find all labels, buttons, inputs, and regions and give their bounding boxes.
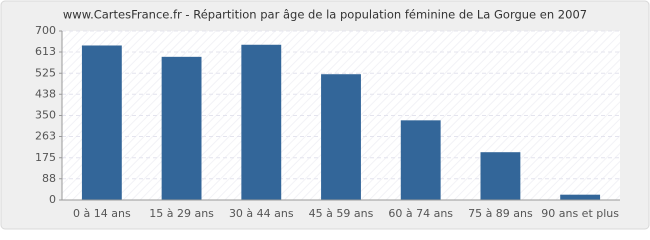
bar	[400, 120, 441, 200]
bar	[321, 74, 361, 200]
y-tick-label: 700	[35, 24, 56, 37]
x-tick-label: 0 à 14 ans	[73, 207, 131, 220]
bar	[480, 152, 521, 200]
bar	[241, 44, 282, 200]
x-tick-label: 15 à 29 ans	[149, 207, 214, 220]
chart-title: www.CartesFrance.fr - Répartition par âg…	[63, 8, 587, 22]
y-tick-label: 438	[35, 87, 56, 100]
bar	[560, 194, 601, 200]
y-tick-label: 88	[42, 172, 56, 185]
x-tick-label: 60 à 74 ans	[388, 207, 453, 220]
y-tick-label: 613	[35, 45, 56, 58]
y-tick-label: 350	[35, 109, 56, 122]
y-tick-label: 263	[35, 130, 56, 143]
bar	[81, 45, 122, 200]
x-tick-label: 45 à 59 ans	[309, 207, 374, 220]
bar	[161, 56, 202, 200]
y-tick-label: 525	[35, 66, 56, 79]
x-tick-label: 75 à 89 ans	[468, 207, 533, 220]
x-tick-label: 30 à 44 ans	[229, 207, 294, 220]
y-tick-label: 175	[35, 151, 56, 164]
chart: www.CartesFrance.fr - Répartition par âg…	[0, 0, 650, 230]
y-tick-label: 0	[49, 193, 56, 206]
x-tick-label: 90 ans et plus	[541, 207, 619, 220]
